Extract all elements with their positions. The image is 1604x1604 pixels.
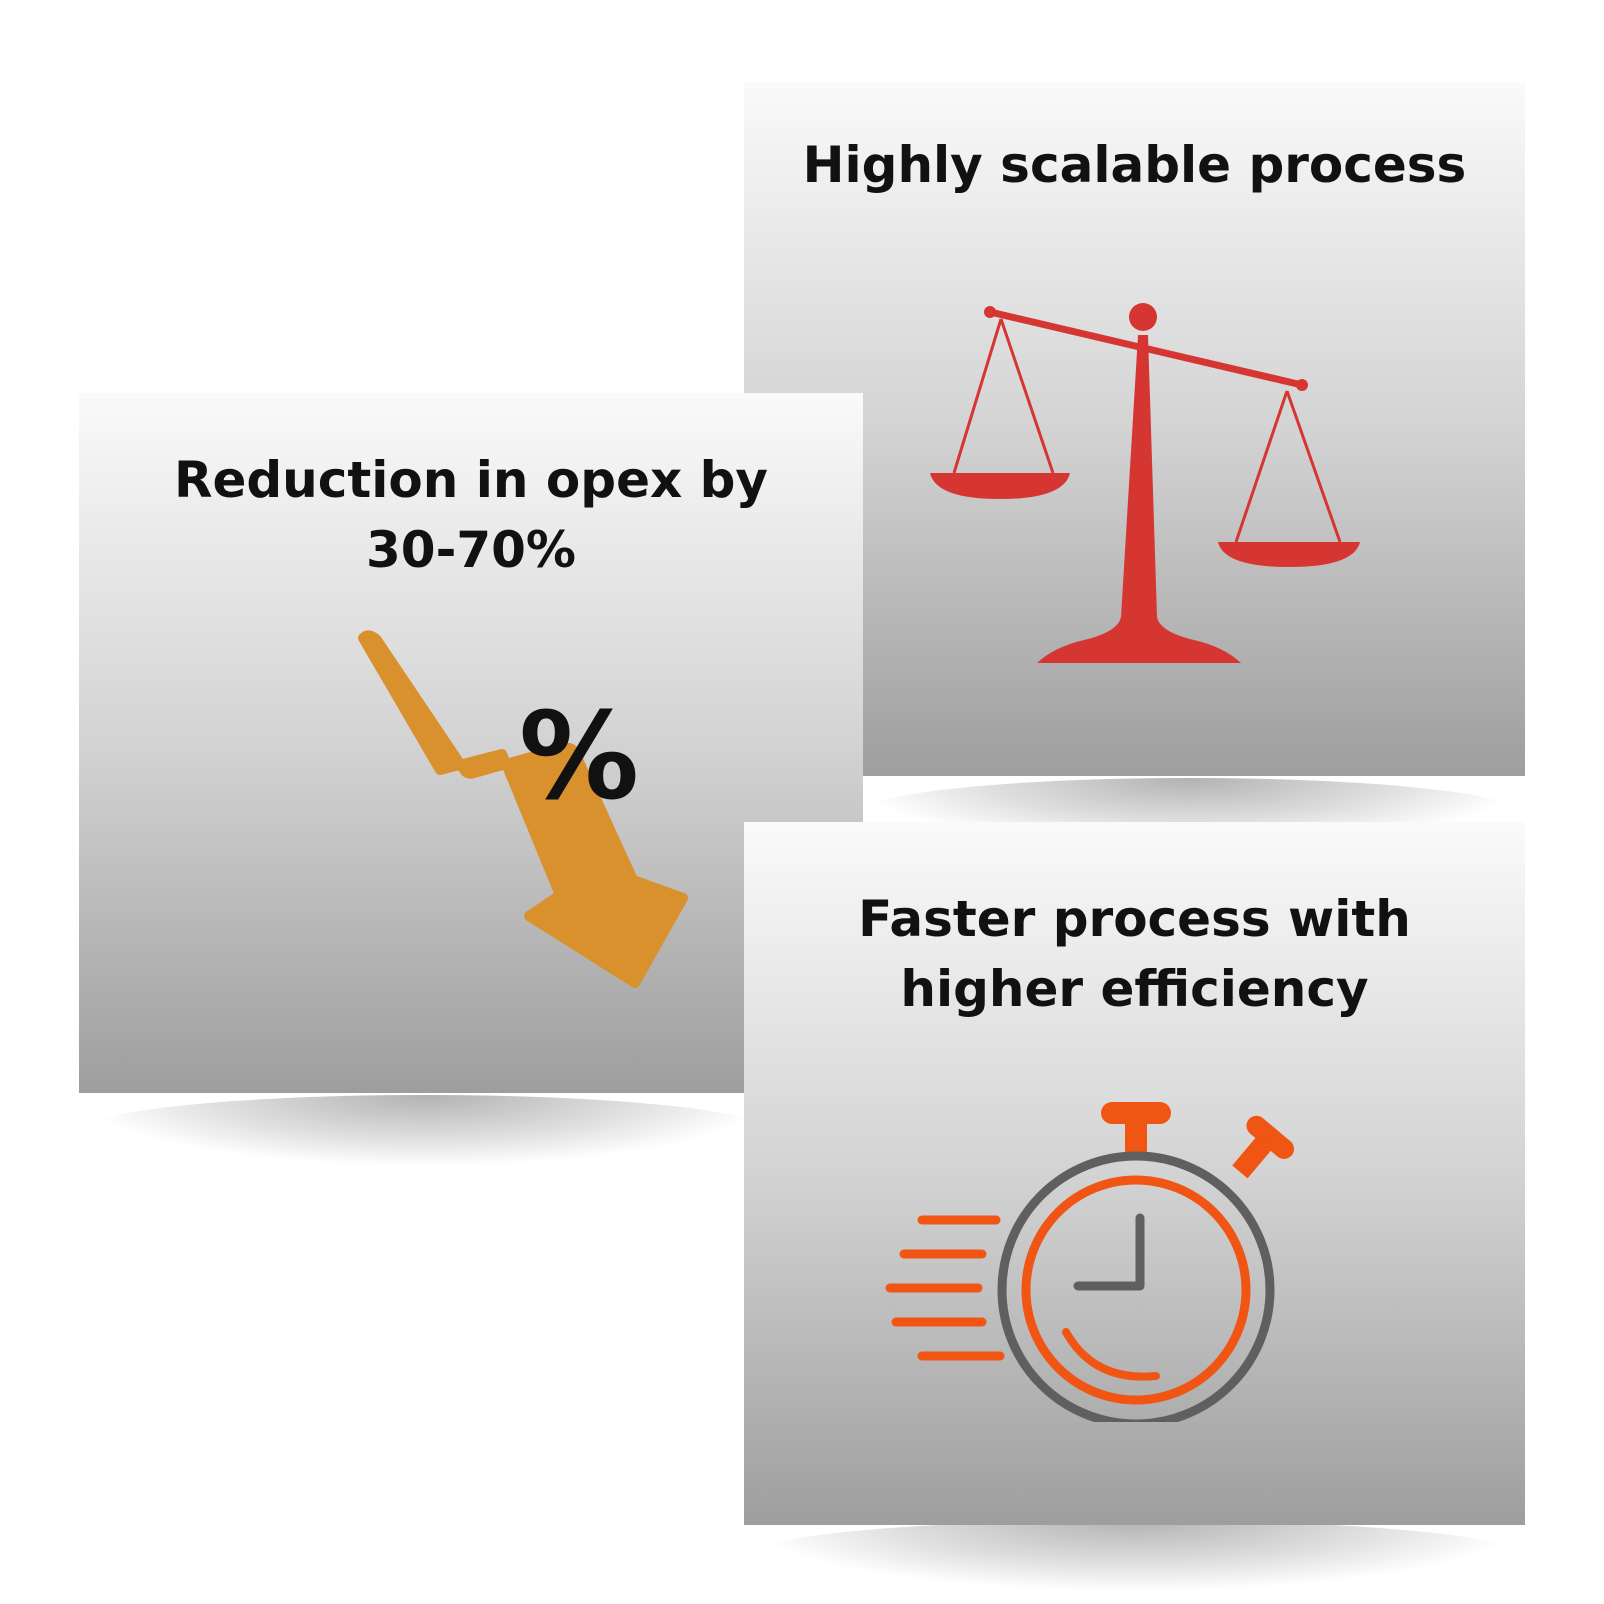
percent-glyph: % (519, 688, 639, 827)
card-title: Highly scalable process (802, 136, 1467, 194)
card-title-line1: Reduction in opex by (173, 451, 769, 509)
card-opex-reduction: Reduction in opex by 30-70% % (79, 393, 863, 1093)
card-title-line1: Faster process with (858, 890, 1411, 948)
card-title-line2: higher efficiency (900, 960, 1369, 1018)
balance-scale-icon (930, 303, 1360, 663)
card-faster-process: Faster process with higher efficiency (744, 822, 1525, 1525)
card-shadow-opex (85, 1095, 765, 1165)
card-scalable-process: Highly scalable process (744, 82, 1525, 776)
percent-down-arrow-icon: % (358, 630, 688, 988)
card-shadow-faster (750, 1520, 1520, 1590)
card-title-line2: 30-70% (365, 521, 576, 579)
stopwatch-icon (885, 1102, 1295, 1422)
